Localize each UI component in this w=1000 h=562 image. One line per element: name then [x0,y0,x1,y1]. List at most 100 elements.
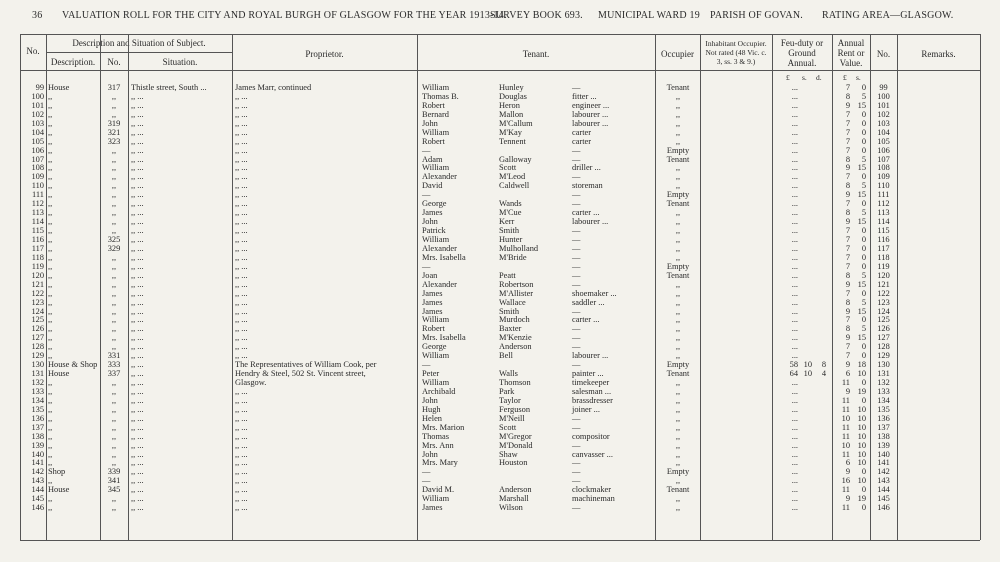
cell: ,, ... [235,127,248,137]
cell: 108 [877,163,890,173]
cell: — [572,306,581,316]
cell: 19 [857,494,866,504]
cell: 128 [31,342,44,352]
cell: 134 [31,395,44,405]
cell: James [422,288,443,298]
cell: 5 [861,154,866,164]
col-header: Feu-duty or Ground Annual. [780,38,824,68]
cell: ,, [48,413,53,423]
cell: ,, [675,351,681,361]
cell: Thistle street, South ... [131,83,207,92]
cell: brassdresser [572,395,613,405]
cell: 113 [31,208,44,218]
cell: Hunter [499,234,523,244]
cell: Wands [499,199,522,209]
unit: s. [856,73,861,82]
cell: Patrick [422,226,446,236]
cell: Empty [666,190,690,200]
cell: ,, [111,199,117,209]
cell: salesman ... [572,386,612,396]
cell: 140 [877,449,890,459]
cell: compositor [572,431,610,441]
cell: ,, ... [235,315,248,325]
cell: ,, ... [235,449,248,459]
cell: 15 [857,217,866,227]
cell: William [422,494,450,504]
cell: 109 [877,172,890,182]
cell: 106 [877,145,890,155]
cell: ,, ... [131,297,144,307]
cell: ,, [675,306,681,316]
cell: ,, ... [131,440,144,450]
cell: ,, [675,234,681,244]
cell: Bell [499,351,513,361]
cell: Hunley [499,83,524,92]
cell: ,, ... [131,91,144,101]
cell: ,, ... [131,413,144,423]
cell: 6 [845,369,850,379]
cell: 319 [107,118,121,128]
cell: The Representatives of William Cook, per [235,360,377,370]
cell: 123 [31,297,44,307]
cell: Anderson [499,485,532,495]
cell: Peatt [499,270,516,280]
cell: 131 [31,369,44,379]
cell: 111 [32,190,44,200]
cell: ,, ... [131,288,144,298]
cell: ... [791,172,798,182]
rule [46,52,232,53]
col-header: Tenant. [522,49,550,59]
cell: 5 [861,91,866,101]
cell: William [422,378,450,388]
cell: ,, ... [131,172,144,182]
cell: saddler ... [572,297,605,307]
cell: ,, [675,342,681,352]
cell: — [422,360,431,370]
cell: 7 [845,252,850,262]
cell: ,, [675,395,681,405]
cell: ... [791,458,798,468]
cell: ,, ... [131,270,144,280]
cell: ,, [48,306,53,316]
cell: ,, ... [235,386,248,396]
cell: 0 [861,342,866,352]
cell: Thomas B. [422,91,459,101]
cell: ,, [48,458,53,468]
cell: M'Kenzie [499,333,532,343]
cell: 9 [845,360,850,370]
cell: ... [791,333,798,343]
cell: 8 [845,297,850,307]
cell: ,, [48,378,53,388]
cell: ,, [48,208,53,218]
cell: 114 [31,217,44,227]
cell: 107 [877,154,890,164]
cell: William [422,234,450,244]
cell: 137 [31,422,44,432]
cell: ,, [111,154,117,164]
cell: ,, ... [131,100,144,110]
cell: ,, ... [235,342,248,352]
cell: ... [791,449,798,459]
cell: Caldwell [499,181,530,191]
cell: ,, ... [131,154,144,164]
cell: ,, [111,458,117,468]
col-header: Situation. [162,57,198,67]
col-header: Occupier [661,49,694,59]
cell: Alexander [422,279,457,289]
cell: ,, ... [131,315,144,325]
cell: 10 [841,413,850,423]
cell: 134 [877,395,890,405]
cell: — [572,476,581,486]
cell: William [422,163,450,173]
cell: ,, [675,494,681,504]
cell: — [572,270,581,280]
cell: 337 [107,369,121,379]
cell: ,, [48,181,53,191]
cell: ,, ... [235,270,248,280]
cell: — [572,243,581,253]
cell: 7 [845,83,850,92]
cell: ,, ... [131,252,144,262]
cell: 19 [857,386,866,396]
cell: 125 [877,315,890,325]
cell: 136 [31,413,44,423]
